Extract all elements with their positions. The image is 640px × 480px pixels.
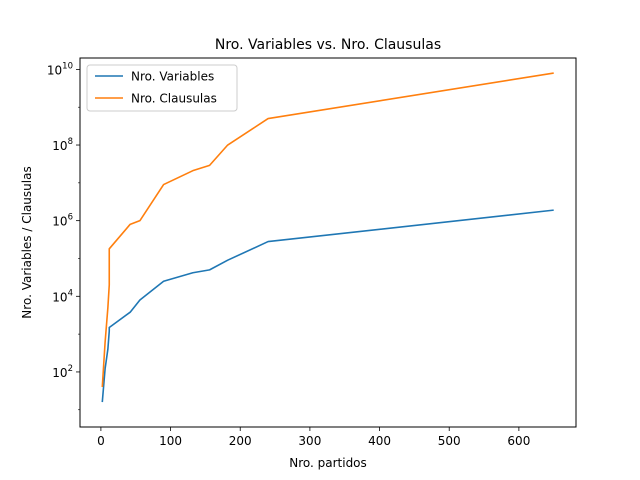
y-axis: 102 104 106 108 1010 <box>47 61 80 411</box>
x-tick-label: 600 <box>507 434 530 448</box>
x-tick-label: 200 <box>229 434 252 448</box>
legend-label-0: Nro. Variables <box>131 70 214 84</box>
y-axis-label: Nro. Variables / Clausulas <box>20 166 34 318</box>
y-tick-label: 104 <box>52 288 73 304</box>
x-tick-label: 100 <box>159 434 182 448</box>
x-tick-label: 0 <box>97 434 105 448</box>
x-tick-label: 400 <box>368 434 391 448</box>
x-axis-label: Nro. partidos <box>289 456 367 470</box>
series-line-1 <box>101 72 554 388</box>
y-tick-label: 1010 <box>47 61 73 77</box>
plot-frame <box>79 57 577 428</box>
x-axis: 0 100 200 300 400 500 600 <box>97 427 530 448</box>
y-tick-label: 108 <box>52 137 73 153</box>
series-line-0 <box>101 209 554 403</box>
legend-box <box>86 64 238 112</box>
y-tick-label: 102 <box>52 364 73 380</box>
legend: Nro. Variables Nro. Clausulas <box>86 64 238 112</box>
x-tick-label: 500 <box>438 434 461 448</box>
chart-title: Nro. Variables vs. Nro. Clausulas <box>215 37 441 53</box>
legend-label-1: Nro. Clausulas <box>131 92 217 106</box>
series-layer <box>101 72 554 403</box>
y-tick-label: 106 <box>52 213 73 229</box>
x-tick-label: 300 <box>298 434 321 448</box>
